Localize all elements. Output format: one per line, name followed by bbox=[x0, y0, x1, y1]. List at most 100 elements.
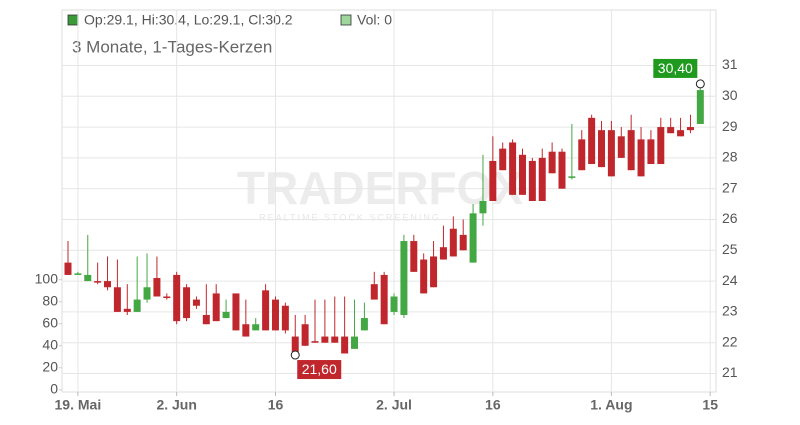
y2-tick-label: 0 bbox=[50, 381, 58, 397]
candle-body bbox=[64, 262, 72, 275]
candle-body bbox=[667, 127, 675, 134]
y2-tick-label: 20 bbox=[42, 358, 58, 374]
candle-body bbox=[410, 241, 418, 272]
candle-body bbox=[163, 296, 171, 299]
candle-body bbox=[173, 274, 181, 322]
candle-body bbox=[360, 318, 368, 331]
candle-body bbox=[262, 290, 270, 331]
candle-body bbox=[558, 151, 566, 189]
candle-body bbox=[499, 148, 507, 171]
candle-body bbox=[252, 324, 260, 331]
candle-body bbox=[509, 142, 517, 195]
candle-body bbox=[677, 130, 685, 137]
candle-body bbox=[242, 324, 250, 337]
candle-body bbox=[311, 341, 319, 343]
candle-body bbox=[489, 160, 497, 201]
candle-body bbox=[351, 336, 359, 349]
legend-label: Op:29.1, Hi:30.4, Lo:29.1, Cl:30.2 bbox=[84, 12, 293, 28]
candle-body bbox=[598, 130, 606, 168]
watermark-subtitle: REALTIME STOCK SCREENING bbox=[259, 212, 441, 222]
y2-tick-label: 100 bbox=[35, 270, 59, 286]
candle-body bbox=[380, 274, 388, 325]
candle-body bbox=[479, 201, 487, 214]
candle-body bbox=[113, 287, 121, 312]
candle-body bbox=[647, 139, 655, 165]
candle-body bbox=[528, 160, 536, 201]
y-tick-label: 21 bbox=[722, 364, 738, 380]
candle-body bbox=[420, 259, 428, 294]
y-tick-label: 30 bbox=[722, 87, 738, 103]
candle-body bbox=[222, 311, 230, 319]
candle-body bbox=[281, 305, 289, 331]
candle-body bbox=[617, 136, 625, 158]
y-tick-label: 29 bbox=[722, 118, 738, 134]
plot-frame bbox=[61, 9, 717, 393]
annotation-box bbox=[653, 58, 698, 78]
y-tick-label: 23 bbox=[722, 303, 738, 319]
candle-body bbox=[469, 213, 477, 263]
watermark-title: TRADERFOX bbox=[237, 162, 524, 214]
candle-body bbox=[123, 308, 131, 312]
legend-swatch bbox=[67, 14, 79, 26]
annotation-label: 21,60 bbox=[302, 361, 337, 377]
x-tick-label: 2. Jun bbox=[156, 397, 196, 413]
candle-body bbox=[430, 256, 438, 288]
y2-tick-label: 40 bbox=[42, 336, 58, 352]
y-tick-label: 28 bbox=[722, 149, 738, 165]
candle-body bbox=[104, 281, 112, 288]
chart-subtitle: 3 Monate, 1-Tages-Kerzen bbox=[72, 37, 272, 56]
y-tick-label: 22 bbox=[722, 333, 738, 349]
candle-body bbox=[133, 299, 141, 312]
y-tick-label: 26 bbox=[722, 210, 738, 226]
candle-body bbox=[202, 314, 210, 325]
candle-body bbox=[538, 157, 546, 201]
candle-body bbox=[291, 336, 299, 352]
y2-tick-label: 60 bbox=[42, 314, 58, 330]
candle-body bbox=[568, 176, 576, 178]
annotation-box bbox=[297, 360, 342, 380]
candle-body bbox=[449, 228, 457, 257]
y-tick-label: 24 bbox=[722, 272, 738, 288]
candle-body bbox=[518, 154, 526, 195]
candle-body bbox=[686, 127, 694, 131]
candle-body bbox=[84, 274, 92, 282]
y-tick-label: 25 bbox=[722, 241, 738, 257]
candle-body bbox=[439, 247, 447, 260]
candle-body bbox=[143, 287, 151, 300]
candle-body bbox=[74, 273, 82, 275]
candle-body bbox=[607, 130, 615, 177]
legend-label: Vol: 0 bbox=[357, 12, 392, 28]
x-tick-label: 15 bbox=[702, 397, 718, 413]
y2-tick-label: 80 bbox=[42, 292, 58, 308]
annotation-label: 30,40 bbox=[658, 60, 693, 76]
candle-body bbox=[94, 281, 102, 283]
x-tick-label: 19. Mai bbox=[55, 397, 102, 413]
candle-body bbox=[301, 324, 309, 346]
candle-body bbox=[696, 90, 704, 124]
candle-body bbox=[183, 287, 191, 319]
candle-body bbox=[400, 241, 408, 315]
candle-body bbox=[627, 130, 635, 171]
candle-body bbox=[331, 336, 339, 343]
legend-swatch bbox=[340, 14, 352, 26]
candle-body bbox=[548, 151, 556, 174]
annotation-marker bbox=[695, 79, 705, 89]
annotation-marker bbox=[290, 350, 300, 360]
candle-body bbox=[637, 139, 645, 177]
candle-body bbox=[192, 299, 200, 306]
x-tick-label: 2. Jul bbox=[376, 397, 412, 413]
candle-body bbox=[370, 284, 378, 300]
candle-body bbox=[657, 127, 665, 165]
candle-body bbox=[578, 139, 586, 171]
candle-body bbox=[588, 117, 596, 165]
candle-body bbox=[212, 293, 220, 322]
x-tick-label: 1. Aug bbox=[590, 397, 632, 413]
x-tick-label: 16 bbox=[268, 397, 284, 413]
candle-body bbox=[321, 336, 329, 343]
candle-body bbox=[341, 336, 349, 354]
y-tick-label: 27 bbox=[722, 179, 738, 195]
candle-body bbox=[153, 278, 161, 297]
y-tick-label: 31 bbox=[722, 56, 738, 72]
